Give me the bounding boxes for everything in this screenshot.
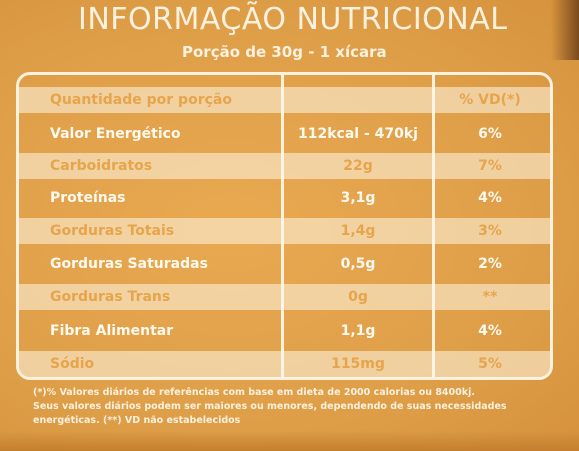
nutrient-name: Valor Energético [50,126,181,142]
table-row: Fibra Alimentar 1,1g 4% [19,318,550,344]
table-row: Gorduras Trans 0g ** [19,284,550,310]
shadow-bottom [0,431,579,451]
nutrient-quantity: 3,1g [340,190,376,206]
table-row: Gorduras Saturadas 0,5g 2% [19,251,550,277]
table-row: Gorduras Totais 1,4g 3% [19,218,550,244]
shadow-corner [551,0,579,60]
nutrition-table: Quantidade por porção % VD(*) Valor Ener… [16,72,553,380]
nutrient-name: Fibra Alimentar [50,323,174,339]
footnote-line: (*)% Valores diários de referências com … [33,387,475,398]
table-row: Carboidratos 22g 7% [19,153,550,179]
footnote-line: energéticas. (**) VD não estabelecidos [33,415,241,426]
nutrient-quantity: 1,4g [340,223,376,239]
nutrient-vd: 6% [478,126,502,142]
nutrient-vd: 2% [478,256,502,272]
portion-size: Porção de 30g - 1 xícara [182,43,387,61]
table-row: Valor Energético 112kcal - 470kj 6% [19,121,550,147]
nutrient-name: Carboidratos [50,158,153,174]
header-quantity: Quantidade por porção [50,92,232,108]
nutrient-quantity: 115mg [331,356,385,372]
nutrient-quantity: 1,1g [340,323,376,339]
nutrient-vd: 4% [478,323,502,339]
nutrient-name: Sódio [50,356,95,372]
nutrient-name: Gorduras Totais [50,223,175,239]
nutrient-name: Proteínas [50,190,126,206]
nutrient-quantity: 0g [348,289,368,305]
nutrient-name: Gorduras Saturadas [50,256,208,272]
nutrient-quantity: 112kcal - 470kj [298,126,418,142]
nutrient-vd: 3% [478,223,502,239]
nutrient-vd: ** [482,289,498,305]
footnote: (*)% Valores diários de referências com … [33,386,553,428]
nutrient-name: Gorduras Trans [50,289,171,305]
table-row: Sódio 115mg 5% [19,351,550,377]
nutrient-quantity: 0,5g [340,256,376,272]
nutrient-quantity: 22g [343,158,373,174]
table-row: Proteínas 3,1g 4% [19,185,550,211]
nutrient-vd: 5% [478,356,502,372]
header-vd: % VD(*) [459,92,521,108]
table-header-row: Quantidade por porção % VD(*) [19,87,550,113]
footnote-line: Seus valores diários podem ser maiores o… [33,401,507,412]
nutrient-vd: 4% [478,190,502,206]
label-title: INFORMAÇÃO NUTRICIONAL [78,2,508,37]
nutrient-vd: 7% [478,158,502,174]
